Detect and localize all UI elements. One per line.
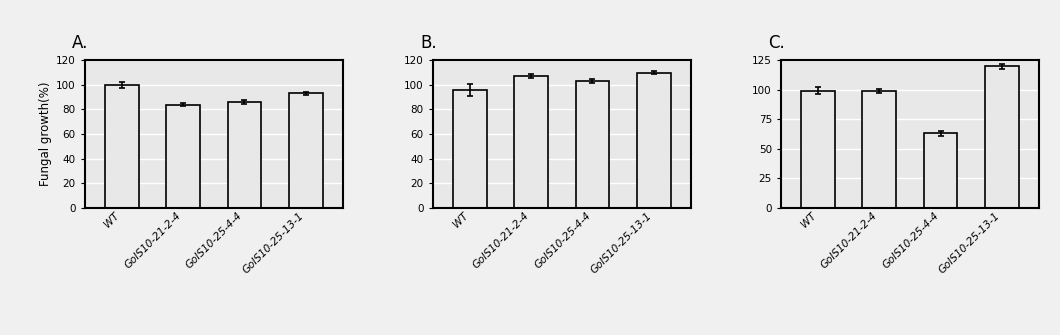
Text: B.: B.: [420, 34, 437, 52]
Bar: [862, 91, 896, 208]
Y-axis label: Fungal growth(%): Fungal growth(%): [39, 82, 52, 186]
Bar: [801, 91, 834, 208]
Text: A.: A.: [72, 34, 88, 52]
Bar: [637, 73, 671, 208]
Bar: [289, 93, 322, 208]
Bar: [985, 66, 1019, 208]
Bar: [228, 102, 262, 208]
Text: C.: C.: [768, 34, 784, 52]
Bar: [166, 105, 200, 208]
Bar: [105, 85, 139, 208]
Bar: [514, 76, 548, 208]
Bar: [923, 133, 957, 208]
Bar: [453, 90, 487, 208]
Bar: [576, 81, 610, 208]
